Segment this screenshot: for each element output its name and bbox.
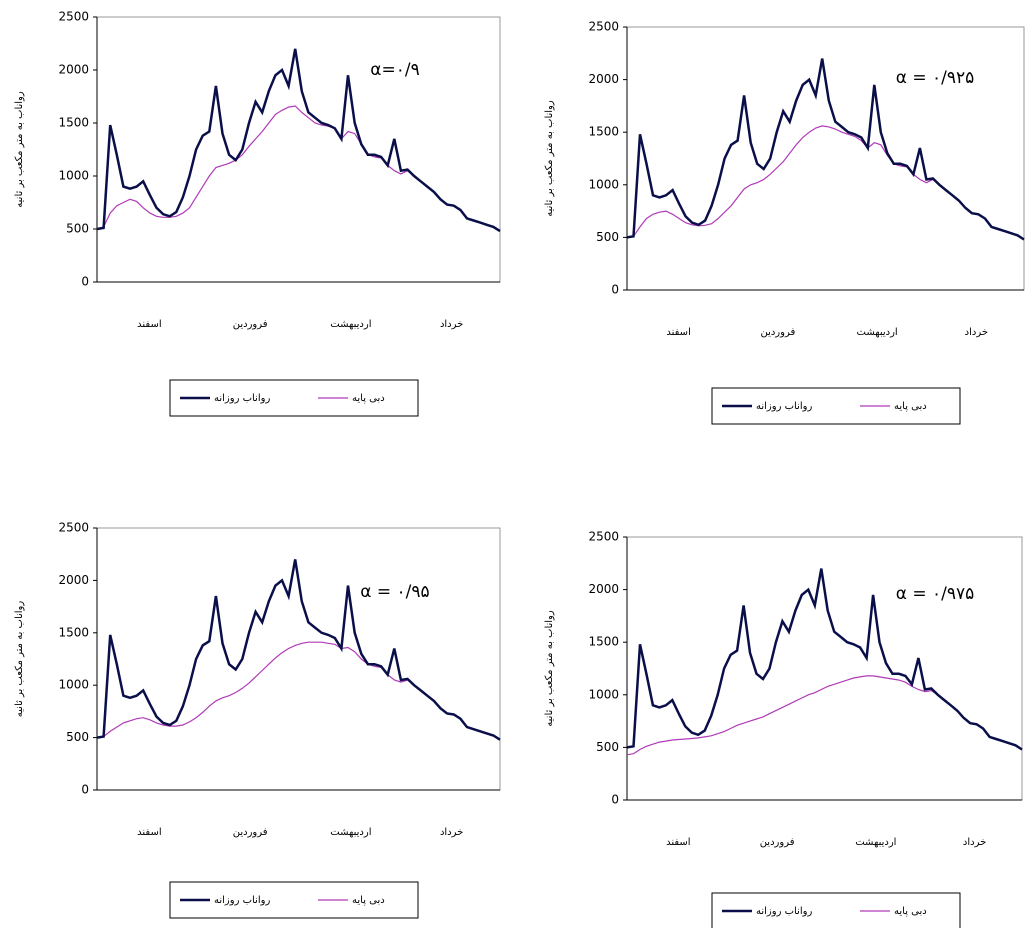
month-label: اسفند	[666, 837, 690, 848]
y-tick-label: 1000	[588, 177, 619, 191]
legend-label: دبی پایه	[894, 906, 927, 917]
y-tick-label: 1500	[588, 635, 619, 649]
plot-area	[626, 536, 1023, 801]
y-tick-label: 500	[596, 230, 619, 244]
month-label: فروردین	[233, 827, 268, 838]
legend-label: دبی پایه	[894, 401, 927, 412]
y-tick-label: 500	[66, 730, 89, 744]
y-tick-label: 1500	[58, 116, 89, 130]
month-label: خرداد	[440, 827, 463, 838]
month-label: اسفند	[137, 319, 161, 330]
month-label: خرداد	[965, 327, 988, 338]
month-label: اردیبهشت	[330, 319, 371, 330]
month-label: اسفند	[137, 827, 161, 838]
y-tick-label: 1000	[58, 678, 89, 692]
legend-label: رواناب روزانه	[756, 906, 812, 917]
legend-label: دبی پایه	[352, 393, 385, 404]
series-line	[96, 105, 501, 232]
y-axis-label: رواناب به متر مکعب بر ثانیه	[14, 91, 25, 208]
y-tick-label: 2000	[58, 573, 89, 587]
legend-label: دبی پایه	[352, 895, 385, 906]
y-tick-label: 2000	[58, 63, 89, 77]
y-tick-label: 0	[81, 275, 89, 289]
month-label: فروردین	[760, 327, 795, 338]
annotation: α = ۰/۹۷۵	[896, 584, 975, 604]
series-line	[626, 568, 1023, 751]
y-tick-label: 500	[596, 740, 619, 754]
y-tick-label: 0	[81, 783, 89, 797]
month-label: خرداد	[963, 837, 986, 848]
y-tick-label: 1500	[58, 625, 89, 639]
series-line	[96, 559, 501, 741]
month-label: خرداد	[440, 319, 463, 330]
y-tick-label: 0	[611, 793, 619, 807]
legend-box	[711, 892, 961, 928]
annotation: α = ۰/۹۵	[360, 582, 429, 602]
series-line	[626, 58, 1025, 241]
month-label: اردیبهشت	[330, 827, 371, 838]
y-tick-label: 500	[66, 222, 89, 236]
y-tick-label: 2000	[588, 72, 619, 86]
plot-area	[626, 26, 1025, 291]
y-axis-label: رواناب به متر مکعب بر ثانیه	[544, 100, 555, 217]
y-tick-label: 0	[611, 283, 619, 297]
y-axis-label: رواناب به متر مکعب بر ثانیه	[544, 610, 555, 727]
series-line	[96, 48, 501, 233]
y-tick-label: 2500	[588, 20, 619, 34]
legend-label: رواناب روزانه	[214, 895, 270, 906]
legend-label: رواناب روزانه	[214, 393, 270, 404]
y-tick-label: 2500	[588, 530, 619, 544]
series-line	[96, 641, 501, 741]
plot-area	[96, 527, 501, 791]
legend-box	[169, 881, 419, 919]
y-axis-label: رواناب به متر مکعب بر ثانیه	[14, 601, 25, 718]
month-label: فروردین	[233, 319, 268, 330]
annotation: α = ۰/۹۲۵	[896, 68, 975, 88]
legend-label: رواناب روزانه	[756, 401, 812, 412]
y-tick-label: 1000	[58, 169, 89, 183]
y-tick-label: 1500	[588, 125, 619, 139]
plot-area	[96, 16, 501, 283]
month-label: اردیبهشت	[857, 327, 898, 338]
annotation: α=۰/۹	[370, 60, 419, 80]
month-label: اسفند	[666, 327, 690, 338]
legend-box	[711, 387, 961, 425]
series-line	[626, 125, 1025, 241]
month-label: فروردین	[760, 837, 795, 848]
y-tick-label: 2500	[58, 10, 89, 24]
y-tick-label: 1000	[588, 687, 619, 701]
y-tick-label: 2500	[58, 521, 89, 535]
y-tick-label: 2000	[588, 582, 619, 596]
legend-box	[169, 379, 419, 417]
month-label: اردیبهشت	[855, 837, 896, 848]
